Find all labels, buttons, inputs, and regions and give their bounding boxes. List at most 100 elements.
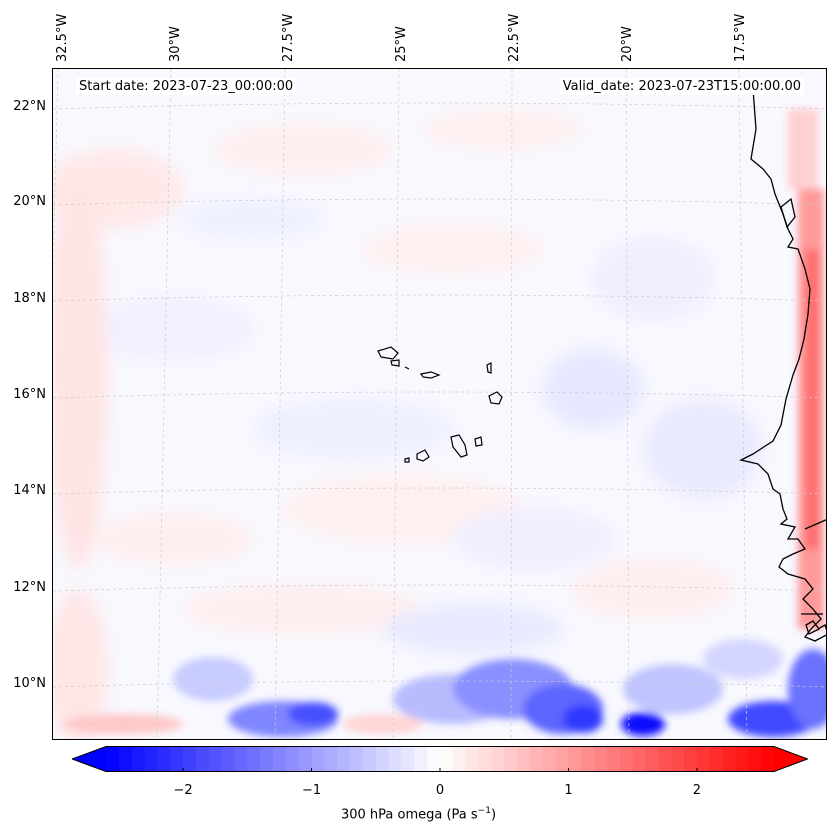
colorbar-segment — [452, 746, 467, 772]
island-boa-vista — [488, 391, 503, 405]
weak-anomalies — [53, 109, 763, 739]
colorbar-segment — [465, 746, 480, 772]
coastline-estuary — [804, 519, 826, 530]
colorbar-segment — [195, 746, 210, 772]
colorbar-segment — [581, 746, 595, 772]
lat-label: 18°N — [13, 291, 46, 306]
colorbar-segment — [208, 746, 223, 772]
colorbar-tick-label: 0 — [435, 783, 445, 798]
colorbar-segment — [183, 746, 197, 772]
island-maio — [474, 436, 483, 447]
colorbar-segment — [118, 746, 133, 772]
colorbar-segment — [555, 746, 570, 772]
colorbar-segment — [131, 746, 146, 772]
colorbar-segment — [221, 746, 236, 772]
colorbar-segment — [645, 746, 659, 772]
island-brava — [404, 457, 410, 463]
colorbar — [72, 746, 808, 772]
colorbar-segment — [106, 746, 120, 772]
graticule — [53, 69, 826, 739]
colorbar-segment — [337, 746, 351, 772]
lat-label: 22°N — [13, 99, 46, 114]
island-santo-antao — [377, 346, 399, 360]
colorbar-segment — [542, 746, 557, 772]
island-fogo — [416, 449, 430, 462]
colorbar-segment — [671, 746, 685, 772]
colorbar-segment — [157, 746, 171, 772]
colorbar-segment — [735, 746, 749, 772]
coastline-detail-north — [780, 197, 796, 229]
colorbar-segment — [440, 746, 454, 772]
colorbar-segment — [144, 746, 158, 772]
island-sao-nicolau — [420, 371, 441, 379]
colorbar-segment — [658, 746, 672, 772]
colorbar-extend-max — [773, 746, 808, 772]
colorbar-segment — [748, 746, 762, 772]
colorbar-label: 300 hPa omega (Pa s−1) — [0, 806, 837, 822]
island-santa-luzia — [404, 366, 410, 370]
lon-label: 17.5°W — [733, 13, 748, 62]
colorbar-label-main: 300 hPa omega (Pa s — [340, 807, 478, 823]
colorbar-segment — [709, 746, 724, 772]
lat-label: 20°N — [13, 194, 46, 209]
lon-label: 25°W — [394, 26, 409, 62]
lon-label: 22.5°W — [507, 13, 522, 62]
colorbar-segment — [362, 746, 377, 772]
lon-label: 20°W — [620, 26, 635, 62]
lon-label: 30°W — [168, 26, 183, 62]
colorbar-segment — [298, 746, 313, 772]
colorbar-segment — [388, 746, 403, 772]
colorbar-segment — [607, 746, 621, 772]
map-panel: Start date: 2023-07-23_00:00:00 Valid_da… — [52, 68, 827, 740]
colorbar-segment — [260, 746, 274, 772]
lat-label: 10°N — [13, 676, 46, 691]
colorbar-segment — [504, 746, 518, 772]
lat-label: 16°N — [13, 387, 46, 402]
colorbar-tick-label: −2 — [173, 783, 193, 798]
coastline-main — [739, 88, 826, 642]
lat-label: 14°N — [13, 483, 46, 498]
colorbar-segment — [311, 746, 325, 772]
colorbar-tick-label: −1 — [301, 783, 322, 798]
lat-label: 12°N — [13, 580, 46, 595]
lon-label: 32.5°W — [55, 13, 70, 62]
colorbar-extend-min — [72, 746, 107, 772]
coastline-islands-c — [817, 624, 826, 631]
island-sao-vicente — [390, 359, 400, 367]
colorbar-label-exponent: −1 — [477, 806, 491, 816]
colorbar-segment — [517, 746, 531, 772]
colorbar-segment — [350, 746, 364, 772]
colorbar-segment — [594, 746, 608, 772]
colorbar-segment — [478, 746, 492, 772]
colorbar-segment — [285, 746, 300, 772]
colorbar-segment — [401, 746, 415, 772]
island-sal — [486, 362, 492, 374]
colorbar-segment — [722, 746, 737, 772]
omega-field — [53, 69, 826, 739]
colorbar-segment — [247, 746, 261, 772]
cape-verde-islands — [377, 346, 503, 463]
colorbar-segment — [170, 746, 184, 772]
colorbar-label-end: ) — [490, 807, 497, 823]
colorbar-segment — [684, 746, 698, 772]
colorbar-segment — [491, 746, 505, 772]
lon-label: 27.5°W — [281, 13, 296, 62]
colorbar-segment — [619, 746, 634, 772]
colorbar-segment — [696, 746, 711, 772]
colorbar-outline — [72, 746, 808, 772]
colorbar-segment — [234, 746, 248, 772]
colorbar-segment — [375, 746, 390, 772]
colorbar-segment — [273, 746, 287, 772]
start-date-label: Start date: 2023-07-23_00:00:00 — [76, 78, 297, 95]
colorbar-tick-label: 2 — [692, 783, 702, 798]
colorbar-segment — [529, 746, 544, 772]
southern-convection — [63, 639, 826, 737]
african-coastline — [739, 88, 826, 642]
valid-date-label: Valid_date: 2023-07-23T15:00:00.00 — [559, 78, 804, 95]
colorbar-segment — [568, 746, 582, 772]
colorbar-segment — [632, 746, 647, 772]
colorbar-segment — [761, 746, 775, 772]
colorbar-segment — [414, 746, 428, 772]
colorbar-segment — [324, 746, 338, 772]
island-santiago — [450, 434, 468, 458]
